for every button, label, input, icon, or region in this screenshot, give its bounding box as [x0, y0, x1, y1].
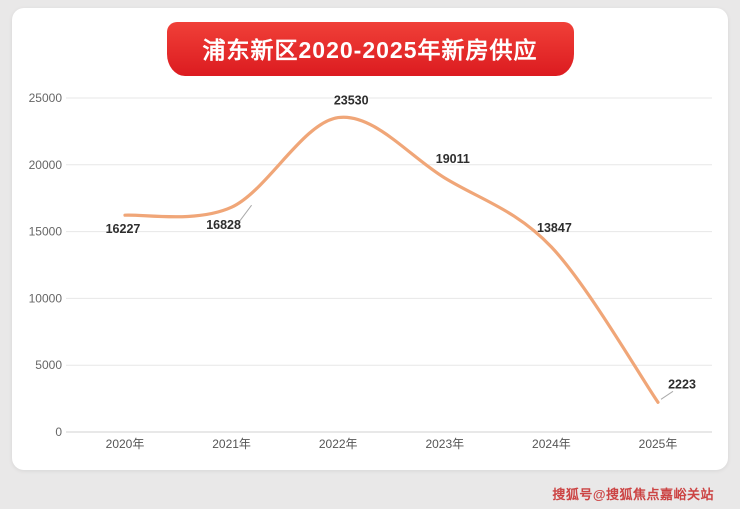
y-tick-label: 20000 [29, 158, 63, 172]
data-label: 16828 [206, 218, 241, 232]
data-label: 16227 [106, 222, 141, 236]
data-label: 2223 [668, 377, 696, 391]
y-tick-label: 15000 [29, 225, 63, 239]
data-label: 13847 [537, 221, 572, 235]
chart-title: 浦东新区2020-2025年新房供应 [202, 37, 538, 63]
x-tick-label: 2025年 [639, 437, 678, 451]
y-tick-label: 10000 [29, 291, 63, 305]
line-chart: 0 5000 10000 15000 20000 25000 2020年 2021年 2022年… [29, 91, 712, 451]
label-leader-line [239, 204, 253, 222]
x-tick-label: 2021年 [212, 437, 251, 451]
x-tick-label: 2024年 [532, 437, 571, 451]
chart-title-banner: 浦东新区2020-2025年新房供应 [166, 22, 574, 76]
banner-wrap: 浦东新区2020-2025年新房供应 [12, 22, 728, 76]
x-tick-label: 2022年 [319, 437, 358, 451]
data-label: 19011 [436, 152, 470, 166]
watermark: 搜狐号@搜狐焦点嘉峪关站 [552, 487, 714, 502]
y-tick-label: 0 [55, 425, 62, 439]
y-tick-label: 25000 [29, 91, 63, 105]
x-tick-label: 2020年 [106, 437, 145, 451]
chart-card: 浦东新区2020-2025年新房供应 0 5000 10000 15000 20000 2… [12, 8, 728, 470]
line-path [123, 115, 660, 404]
label-leader-line [660, 390, 674, 400]
data-label: 23530 [334, 94, 369, 108]
y-tick-label: 5000 [35, 358, 62, 372]
x-tick-label: 2023年 [425, 437, 464, 451]
